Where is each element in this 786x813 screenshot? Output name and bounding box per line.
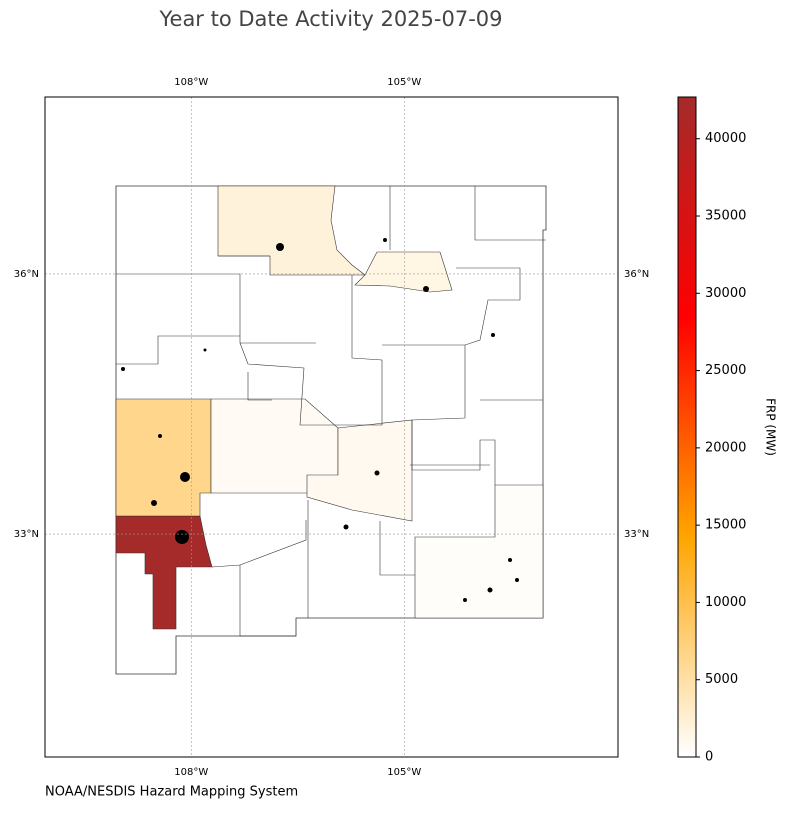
- fire: [158, 434, 162, 438]
- title: Year to Date Activity 2025-07-09: [158, 7, 502, 31]
- fire: [121, 367, 125, 371]
- x-tick-label: 105°W: [387, 77, 421, 88]
- colorbar-tick-label: 35000: [705, 209, 746, 224]
- county: [414, 484, 544, 619]
- x-tick-label: 105°W: [387, 767, 421, 778]
- fire: [515, 578, 519, 582]
- colorbar-tick-label: 20000: [705, 440, 746, 455]
- y-tick-label: 36°N: [14, 269, 39, 280]
- colorbar-label: FRP (MW): [764, 398, 778, 456]
- county: [354, 251, 453, 293]
- y-tick-label: 33°N: [14, 529, 39, 540]
- fire: [151, 500, 157, 506]
- fire: [463, 598, 467, 602]
- colorbar-tick-label: 0: [705, 750, 713, 765]
- fire: [276, 243, 284, 251]
- colorbar-tick-label: 15000: [705, 518, 746, 533]
- fire: [508, 558, 512, 562]
- fire: [491, 333, 495, 337]
- x-tick-label: 108°W: [174, 77, 208, 88]
- fire: [423, 286, 429, 292]
- fire: [374, 470, 380, 476]
- county: [115, 515, 213, 630]
- fire: [487, 587, 493, 593]
- fire: [203, 348, 207, 352]
- county: [115, 398, 212, 517]
- y-tick-label: 36°N: [624, 269, 649, 280]
- fire: [180, 472, 190, 482]
- map-frame: [44, 96, 619, 758]
- county-borders: [116, 186, 546, 637]
- y-tick-label: 33°N: [624, 529, 649, 540]
- colorbar: [677, 96, 697, 758]
- source: NOAA/NESDIS Hazard Mapping System: [45, 785, 298, 800]
- colorbar-tick-label: 25000: [705, 363, 746, 378]
- fire: [343, 524, 349, 530]
- colorbar-tick-label: 30000: [705, 286, 746, 301]
- fire: [383, 238, 387, 242]
- colorbar-tick-label: 40000: [705, 131, 746, 146]
- x-tick-label: 108°W: [174, 767, 208, 778]
- colorbar-tick-label: 5000: [705, 672, 738, 687]
- fire: [175, 530, 189, 544]
- colorbar-tick-label: 10000: [705, 595, 746, 610]
- fire-detections: [121, 238, 519, 602]
